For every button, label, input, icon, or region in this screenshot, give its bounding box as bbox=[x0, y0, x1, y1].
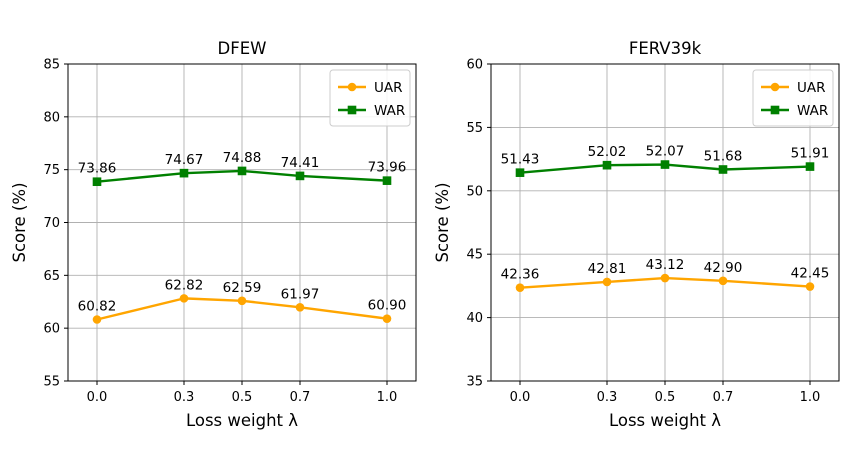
data-label-uar: 43.12 bbox=[646, 257, 685, 273]
y-tick-label: 55 bbox=[43, 375, 60, 390]
y-axis-title: Score (%) bbox=[10, 182, 29, 262]
data-label-war: 73.86 bbox=[78, 161, 117, 177]
data-label-war: 74.67 bbox=[165, 152, 204, 168]
data-point-uar bbox=[382, 314, 392, 323]
y-tick-label: 80 bbox=[43, 110, 60, 125]
data-label-war: 74.41 bbox=[281, 155, 320, 171]
x-axis-title: Loss weight λ bbox=[609, 411, 721, 430]
legend: UAR WAR bbox=[329, 69, 411, 127]
x-tick-label: 0.7 bbox=[290, 390, 311, 405]
x-tick-label: 1.0 bbox=[377, 390, 398, 405]
y-tick-label: 50 bbox=[466, 184, 483, 199]
data-point-uar bbox=[237, 296, 247, 306]
data-point-war bbox=[805, 162, 815, 171]
x-tick-label: 0.5 bbox=[232, 390, 253, 405]
data-label-war: 51.68 bbox=[704, 148, 743, 164]
y-tick-label: 45 bbox=[466, 248, 483, 263]
y-tick-label: 55 bbox=[466, 121, 483, 136]
chart-title: DFEW bbox=[218, 39, 267, 58]
data-label-uar: 60.82 bbox=[78, 299, 117, 315]
legend-marker-war bbox=[347, 105, 357, 115]
data-point-uar bbox=[92, 315, 102, 324]
y-tick-label: 65 bbox=[43, 269, 60, 284]
x-tick-label: 0.7 bbox=[713, 390, 734, 405]
legend-label-uar: UAR bbox=[797, 80, 826, 96]
data-point-war bbox=[382, 176, 392, 185]
x-tick-label: 1.0 bbox=[800, 390, 821, 405]
y-tick-label: 85 bbox=[43, 58, 60, 73]
data-point-uar bbox=[179, 294, 189, 303]
data-point-uar bbox=[660, 273, 670, 283]
data-label-uar: 62.82 bbox=[165, 277, 204, 293]
data-point-war bbox=[718, 165, 728, 174]
x-tick-label: 0.3 bbox=[597, 390, 618, 405]
data-point-uar bbox=[805, 282, 815, 291]
data-label-uar: 62.59 bbox=[223, 280, 262, 296]
legend-marker-uar bbox=[347, 82, 357, 92]
legend-marker-war bbox=[770, 105, 780, 115]
y-tick-label: 35 bbox=[466, 375, 483, 390]
data-point-war bbox=[295, 171, 305, 181]
y-tick-label: 75 bbox=[43, 163, 60, 178]
x-tick-label: 0.5 bbox=[655, 390, 676, 405]
data-label-war: 52.02 bbox=[588, 144, 627, 160]
legend-label-war: WAR bbox=[797, 103, 828, 119]
x-tick-label: 0.0 bbox=[510, 390, 531, 405]
data-label-war: 74.88 bbox=[223, 150, 262, 166]
legend-marker-uar bbox=[770, 82, 780, 92]
data-label-uar: 42.90 bbox=[704, 260, 743, 276]
y-tick-label: 70 bbox=[43, 216, 60, 231]
data-label-war: 51.91 bbox=[791, 146, 830, 162]
data-point-uar bbox=[515, 283, 525, 292]
data-point-uar bbox=[602, 277, 612, 287]
data-label-war: 51.43 bbox=[501, 152, 540, 168]
x-tick-label: 0.0 bbox=[87, 390, 108, 405]
data-point-uar bbox=[718, 276, 728, 286]
data-point-uar bbox=[295, 303, 305, 312]
chart-title: FERV39k bbox=[629, 39, 702, 58]
x-axis-title: Loss weight λ bbox=[186, 411, 298, 430]
data-label-uar: 42.45 bbox=[791, 266, 830, 282]
chart-panel-dfew: 0.0 0.3 0.5 0.7 1.0 55 60 65 70 75 80 85 DFEW Loss we… bbox=[10, 39, 417, 430]
data-point-war bbox=[515, 168, 525, 177]
data-label-uar: 42.81 bbox=[588, 261, 627, 277]
data-point-war bbox=[660, 160, 670, 169]
x-tick-label: 0.3 bbox=[174, 390, 195, 405]
data-point-war bbox=[602, 160, 612, 170]
data-label-war: 52.07 bbox=[646, 144, 685, 160]
chart-panel-ferv39k: 0.0 0.3 0.5 0.7 1.0 35 40 45 50 55 60 FERV39k Loss w… bbox=[433, 39, 840, 430]
y-tick-label: 60 bbox=[43, 322, 60, 337]
data-point-war bbox=[92, 177, 102, 187]
legend: UAR WAR bbox=[752, 69, 834, 127]
data-point-war bbox=[237, 166, 247, 176]
data-label-uar: 42.36 bbox=[501, 267, 540, 283]
y-axis-title: Score (%) bbox=[433, 182, 452, 262]
legend-label-uar: UAR bbox=[374, 80, 403, 96]
data-point-war bbox=[179, 168, 189, 178]
data-label-war: 73.96 bbox=[368, 160, 407, 176]
data-label-uar: 61.97 bbox=[281, 286, 320, 302]
y-tick-label: 60 bbox=[466, 58, 483, 73]
data-label-uar: 60.90 bbox=[368, 298, 407, 314]
legend-label-war: WAR bbox=[374, 103, 405, 119]
y-tick-label: 40 bbox=[466, 311, 483, 326]
